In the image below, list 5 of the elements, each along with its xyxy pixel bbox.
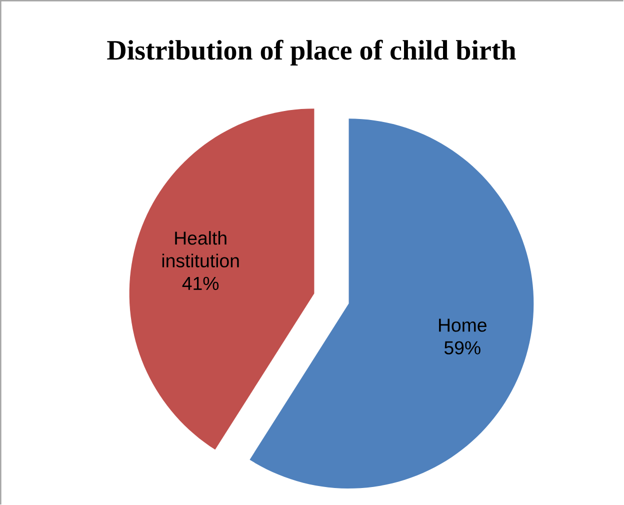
slice-label: Health institution: [162, 230, 239, 268]
data-label: 41%: [182, 276, 219, 290]
data-label: 59%: [444, 341, 480, 354]
slice-label: Home: [439, 318, 486, 332]
chart-title: Distribution of place of child birth: [107, 40, 516, 66]
